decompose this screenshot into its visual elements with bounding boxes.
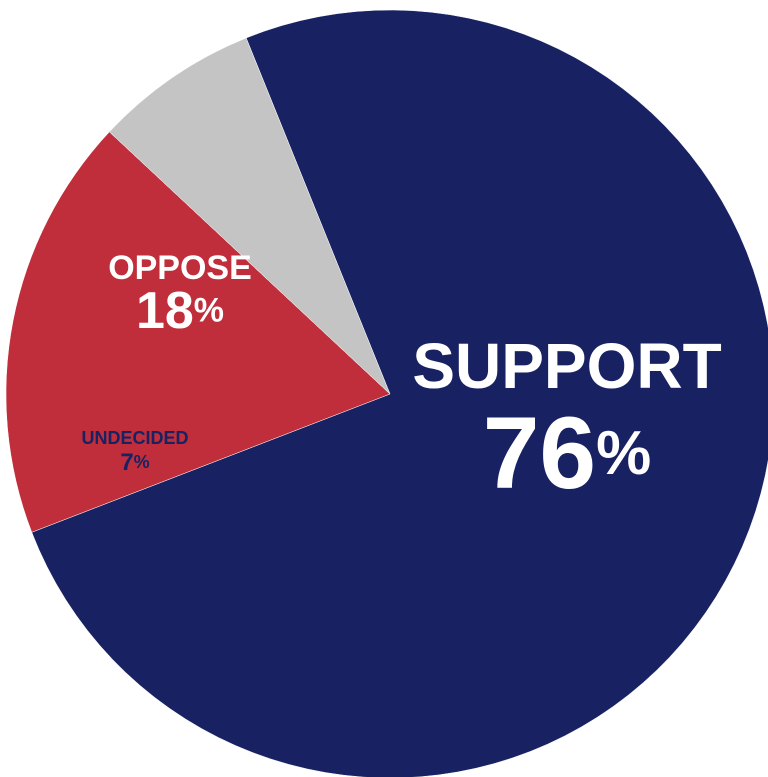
- pie-slice-undecided: [109, 37, 391, 395]
- slice-value-undecided: 7%: [120, 449, 149, 476]
- slice-label-undecided: UNDECIDED: [81, 428, 188, 448]
- slice-label-support: SUPPORT: [412, 330, 721, 402]
- slice-value-oppose: 18%: [136, 282, 224, 340]
- pie-slices: [5, 9, 768, 777]
- pie-slice-oppose: [5, 131, 391, 533]
- slice-label-oppose: OPPOSE: [108, 249, 252, 287]
- slice-value-support: 76%: [483, 396, 652, 510]
- pie-slice-support: [31, 9, 768, 777]
